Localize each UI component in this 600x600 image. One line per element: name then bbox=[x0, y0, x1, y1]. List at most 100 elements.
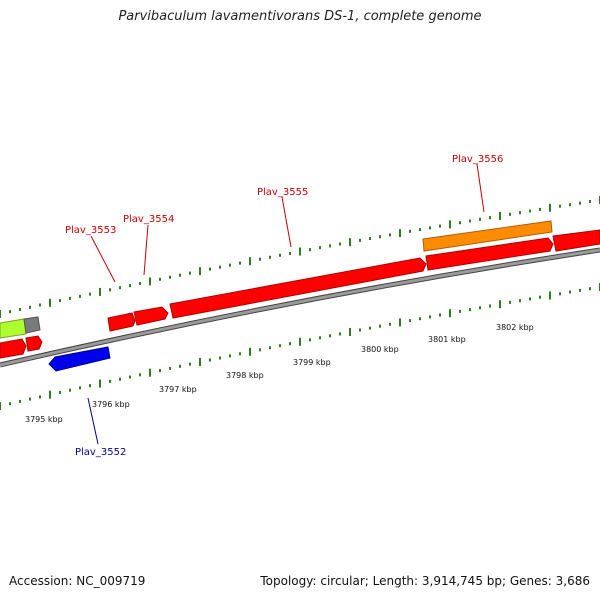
lower-tick bbox=[119, 377, 121, 381]
lower-tick bbox=[139, 373, 141, 377]
upper-tick bbox=[359, 238, 361, 242]
upper-tick bbox=[569, 203, 571, 207]
lower-tick bbox=[309, 338, 311, 342]
pointer-plav3555 bbox=[281, 196, 292, 248]
upper-tick bbox=[339, 242, 341, 246]
label-plav3556[interactable]: Plav_3556 bbox=[452, 154, 503, 165]
upper-tick bbox=[439, 224, 441, 228]
gene-plav3553[interactable] bbox=[107, 312, 136, 332]
upper-tick bbox=[399, 229, 401, 238]
genome-backbone bbox=[0, 247, 600, 368]
upper-tick bbox=[509, 212, 511, 216]
upper-tick bbox=[119, 286, 121, 290]
feature-gray[interactable] bbox=[23, 316, 41, 334]
gene-right-red[interactable] bbox=[552, 229, 600, 252]
scale-label-3802: 3802 kbp bbox=[496, 323, 534, 332]
lower-tick bbox=[279, 344, 281, 348]
lower-tick bbox=[569, 290, 571, 294]
lower-tick bbox=[299, 337, 301, 346]
scale-label-3798: 3798 kbp bbox=[226, 371, 264, 380]
lower-tick bbox=[269, 346, 271, 350]
upper-tick bbox=[409, 229, 411, 233]
lower-tick bbox=[99, 379, 101, 388]
upper-tick bbox=[219, 265, 221, 269]
upper-tick bbox=[39, 303, 41, 307]
upper-tick bbox=[539, 207, 541, 211]
feature-orange[interactable] bbox=[422, 220, 553, 252]
gene-plav3552[interactable] bbox=[48, 346, 111, 372]
lower-tick bbox=[49, 390, 51, 399]
lower-tick bbox=[399, 318, 401, 327]
lower-tick bbox=[169, 366, 171, 370]
upper-tick bbox=[319, 246, 321, 250]
lower-tick bbox=[179, 364, 181, 368]
feature-green[interactable] bbox=[0, 318, 27, 339]
upper-tick bbox=[249, 257, 251, 266]
label-plav3552[interactable]: Plav_3552 bbox=[75, 447, 126, 458]
lower-tick bbox=[89, 384, 91, 388]
upper-tick bbox=[229, 263, 231, 267]
lower-tick bbox=[0, 402, 1, 410]
gene-plav3555[interactable] bbox=[169, 257, 427, 319]
lower-tick bbox=[189, 362, 191, 366]
upper-tick bbox=[189, 271, 191, 275]
lower-tick bbox=[109, 379, 111, 383]
gene-arrow-left-red[interactable] bbox=[0, 338, 27, 359]
lower-tick bbox=[19, 399, 21, 403]
upper-tick bbox=[299, 247, 301, 256]
upper-tick bbox=[0, 310, 1, 318]
upper-tick bbox=[309, 248, 311, 252]
upper-tick bbox=[579, 201, 581, 205]
lower-tick bbox=[289, 342, 291, 346]
upper-tick bbox=[79, 294, 81, 298]
upper-tick bbox=[239, 261, 241, 265]
upper-tick bbox=[159, 277, 161, 281]
gene-plav3554[interactable] bbox=[133, 306, 169, 326]
upper-tick bbox=[289, 251, 291, 255]
pointer-plav3554 bbox=[143, 224, 149, 276]
lower-tick bbox=[389, 322, 391, 326]
upper-tick bbox=[279, 253, 281, 257]
upper-tick bbox=[549, 203, 551, 212]
lower-tick bbox=[329, 334, 331, 338]
lower-tick bbox=[489, 304, 491, 308]
upper-tick bbox=[519, 211, 521, 215]
lower-tick bbox=[459, 309, 461, 313]
lower-tick bbox=[479, 306, 481, 310]
lower-tick bbox=[499, 300, 501, 309]
lower-tick bbox=[39, 395, 41, 399]
lower-tick bbox=[59, 390, 61, 394]
upper-tick bbox=[209, 267, 211, 271]
gene-arrow-left-red-2[interactable] bbox=[25, 335, 43, 352]
upper-tick bbox=[369, 237, 371, 240]
lower-tick bbox=[159, 369, 161, 373]
lower-tick bbox=[9, 402, 11, 406]
lower-tick bbox=[559, 292, 561, 296]
upper-tick bbox=[389, 233, 391, 237]
label-plav3555[interactable]: Plav_3555 bbox=[257, 187, 308, 198]
lower-tick bbox=[259, 348, 261, 352]
map-title: Parvibaculum lavamentivorans DS-1, compl… bbox=[118, 9, 482, 24]
label-plav3553[interactable]: Plav_3553 bbox=[65, 225, 116, 236]
upper-tick bbox=[419, 228, 421, 232]
lower-tick bbox=[359, 328, 361, 332]
lower-tick bbox=[319, 336, 321, 340]
scale-label-3800: 3800 kbp bbox=[361, 345, 399, 354]
label-plav3554[interactable]: Plav_3554 bbox=[123, 214, 174, 225]
lower-tick bbox=[439, 313, 441, 317]
lower-tick bbox=[529, 297, 531, 301]
upper-tick bbox=[499, 211, 501, 220]
gene-plav3556[interactable] bbox=[425, 237, 554, 271]
pointer-plav3552 bbox=[87, 397, 99, 445]
lower-tick bbox=[209, 358, 211, 362]
scale-label-3796: 3796 kbp bbox=[92, 400, 130, 409]
upper-tick bbox=[89, 292, 91, 296]
pointer-plav3556 bbox=[476, 163, 485, 213]
lower-tick bbox=[69, 388, 71, 392]
lower-tick-track bbox=[0, 283, 600, 410]
lower-tick bbox=[199, 358, 201, 367]
upper-tick bbox=[169, 275, 171, 279]
accession-text: Accession: NC_009719 bbox=[9, 574, 146, 588]
upper-tick bbox=[69, 296, 71, 300]
